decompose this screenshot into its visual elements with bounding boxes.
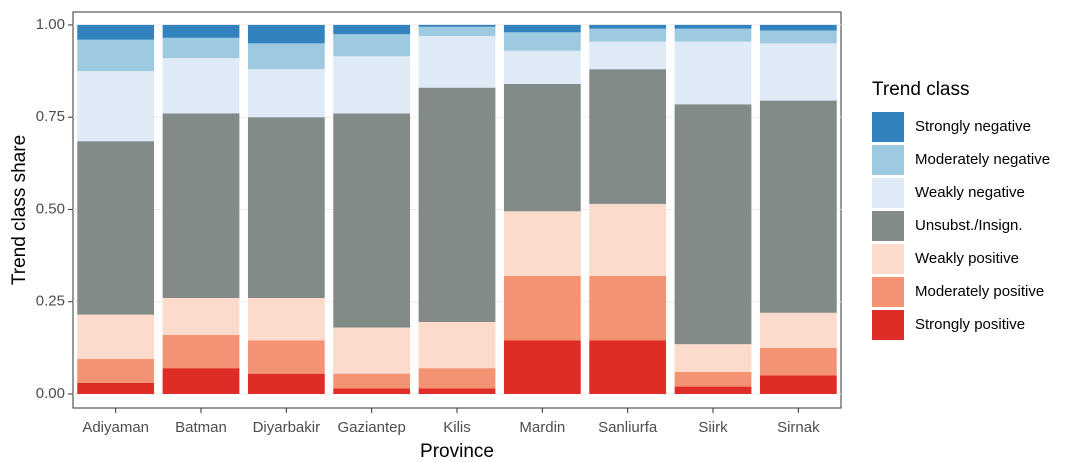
bar-segment [247, 340, 325, 374]
bar-segment [418, 322, 496, 369]
x-tick-label: Mardin [519, 419, 565, 436]
legend-key [872, 310, 904, 340]
bar-segment [589, 340, 667, 394]
bar-segment [77, 141, 155, 315]
bar-segment [247, 298, 325, 341]
bar-segment [333, 24, 411, 35]
bar-segment [674, 41, 752, 105]
y-axis-title: Trend class share [9, 135, 30, 285]
bar-segment [162, 37, 240, 59]
bar-segment [162, 334, 240, 369]
bar-segment [247, 373, 325, 394]
bar-segment [333, 56, 411, 114]
bar-segment [418, 35, 496, 88]
legend-label: Moderately positive [915, 283, 1044, 300]
bar-segment [589, 275, 667, 341]
bar-segment [759, 43, 837, 101]
legend-label: Weakly positive [915, 250, 1019, 267]
legend-title: Trend class [872, 79, 970, 100]
legend-label: Strongly positive [915, 316, 1025, 333]
y-tick-label: 0.00 [36, 385, 65, 402]
legend-key [872, 178, 904, 208]
bar-segment [162, 298, 240, 335]
bar-segment [503, 24, 581, 33]
x-tick-label: Diyarbakir [253, 419, 321, 436]
bar-segment [503, 340, 581, 394]
bar-segment [589, 203, 667, 276]
bar-segment [589, 41, 667, 70]
bar-segment [162, 368, 240, 394]
legend-key [872, 145, 904, 175]
legend-label: Strongly negative [915, 118, 1031, 135]
bar-segment [674, 344, 752, 372]
y-tick-label: 0.50 [36, 200, 65, 217]
bar-segment [333, 327, 411, 374]
bar-segment [77, 314, 155, 359]
bar-segment [759, 347, 837, 376]
bar-segment [418, 26, 496, 36]
bar-segment [162, 113, 240, 299]
bar-segment [162, 58, 240, 114]
bar-segment [418, 368, 496, 389]
legend-key [872, 112, 904, 142]
bar-segment [503, 32, 581, 51]
bar-segment [759, 100, 837, 313]
bar-segment [418, 388, 496, 394]
x-tick-label: Gaziantep [337, 419, 405, 436]
bar-segment [247, 43, 325, 70]
bar-segment [333, 113, 411, 328]
bar-segment [162, 24, 240, 38]
bar-segment [418, 87, 496, 323]
legend-key [872, 211, 904, 241]
x-tick-label: Batman [175, 419, 227, 436]
bar-segment [503, 275, 581, 341]
bar-segment [503, 50, 581, 84]
bar-segment [759, 375, 837, 394]
bar-segment [247, 117, 325, 299]
bar-segment [333, 388, 411, 394]
bar-segment [759, 30, 837, 44]
bar-segment [333, 373, 411, 389]
x-tick-label: Kilis [443, 419, 471, 436]
bar-segment [503, 83, 581, 212]
legend-label: Moderately negative [915, 151, 1050, 168]
bar-segment [759, 312, 837, 348]
bar-segment [77, 39, 155, 72]
bar-segment [503, 211, 581, 276]
y-tick-label: 0.75 [36, 108, 65, 125]
x-axis-title: Province [420, 441, 494, 462]
legend-label: Weakly negative [915, 184, 1025, 201]
bar-segment [333, 34, 411, 57]
bar-segment [674, 371, 752, 387]
bar-segment [418, 24, 496, 27]
y-tick-label: 0.25 [36, 293, 65, 310]
legend-key [872, 244, 904, 274]
bar-segment [674, 28, 752, 42]
bar-segment [247, 24, 325, 44]
bar-segment [247, 69, 325, 118]
legend-key [872, 277, 904, 307]
x-tick-label: Sirnak [777, 419, 820, 436]
bar-segment [674, 386, 752, 394]
x-tick-label: Sanliurfa [598, 419, 658, 436]
bar-segment [674, 24, 752, 29]
legend-label: Unsubst./Insign. [915, 217, 1023, 234]
bar-segment [77, 71, 155, 142]
bar-segment [759, 24, 837, 31]
y-tick-label: 1.00 [36, 16, 65, 33]
bar-segment [77, 382, 155, 394]
x-tick-label: Siirk [698, 419, 728, 436]
bar-segment [589, 69, 667, 204]
bar-segment [77, 24, 155, 40]
bar-segment [589, 24, 667, 29]
bar-segment [589, 28, 667, 42]
bar-segment [674, 104, 752, 345]
bar-segment [77, 358, 155, 383]
x-tick-label: Adiyaman [82, 419, 149, 436]
